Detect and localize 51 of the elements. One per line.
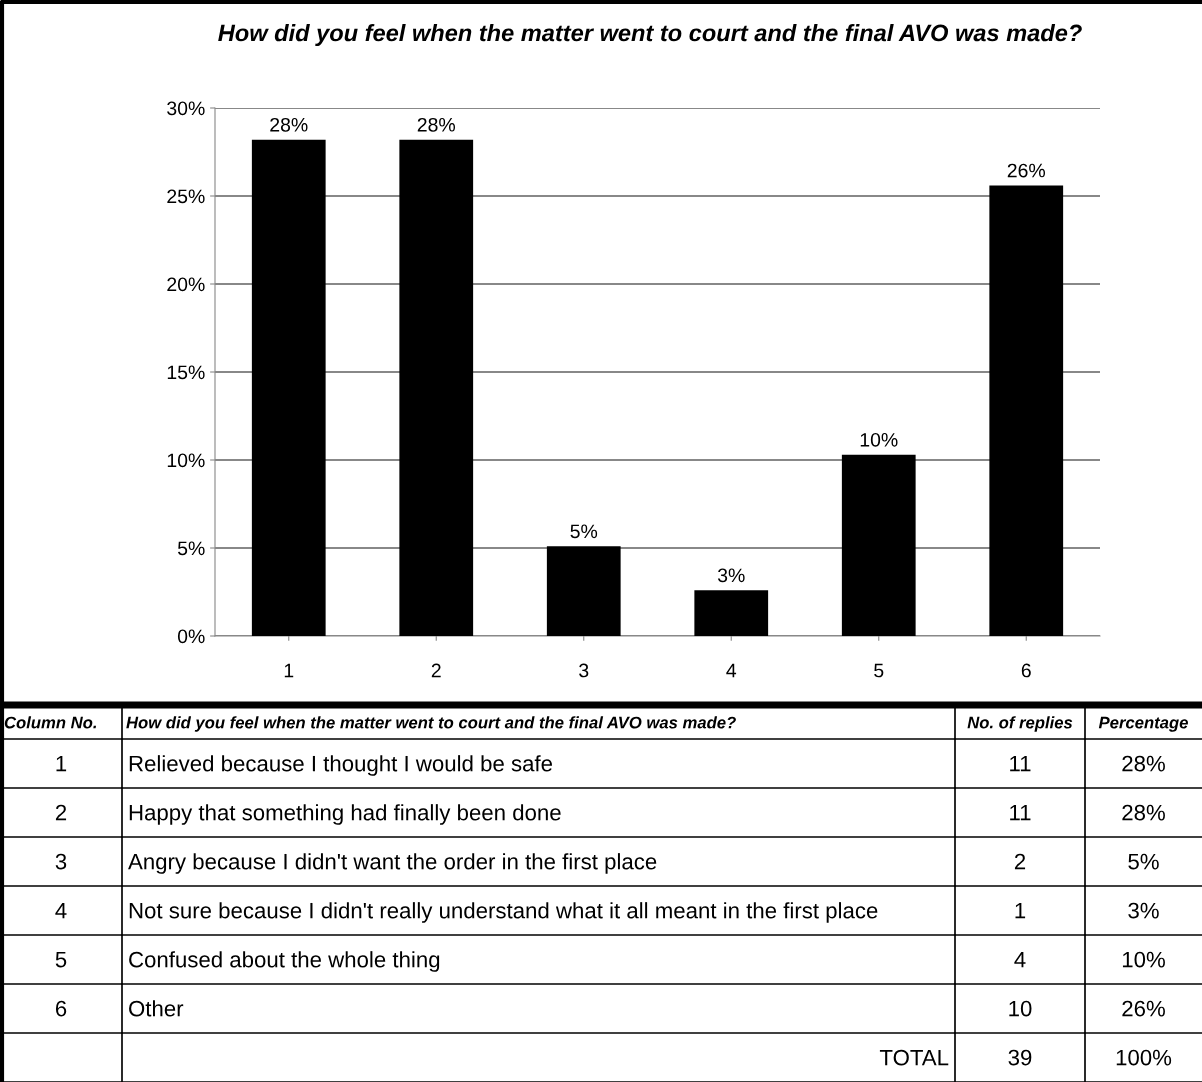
text: Not sure because I didn't really understand what it all meant in the first place: [129, 902, 878, 923]
x-tick-label: 6: [1021, 663, 1031, 678]
category-label: 6: [55, 1000, 67, 1017]
y-tick-label: 0%: [177, 629, 205, 644]
text: 39: [1008, 1049, 1032, 1066]
y-tick-label: 20%: [167, 277, 205, 292]
text: 5%: [1128, 853, 1159, 870]
data-label: 3%: [717, 568, 745, 583]
text: 1: [56, 755, 67, 772]
text: 2: [55, 804, 67, 821]
x-tick-label: 5: [874, 663, 884, 678]
category-label: 4: [1014, 951, 1026, 968]
text: Percentage: [1098, 716, 1188, 732]
x-tick-label: 2: [431, 663, 441, 678]
y-tick-label: 10%: [167, 453, 205, 468]
text: Angry because I didn't want the order in the first place: [128, 853, 657, 874]
text: TOTAL: [879, 1049, 949, 1066]
text: 2: [1014, 853, 1026, 870]
text: Relieved because I thought I would be safe: [129, 755, 552, 776]
category-label: 3: [55, 853, 67, 870]
x-tick-label: 1: [284, 663, 294, 678]
text: 100%: [1116, 1049, 1172, 1066]
y-tick-label: 15%: [167, 365, 205, 380]
chart-title: How did you feel when the matter went to court and the final AVO was made?: [218, 24, 1082, 47]
y-tick-label: 30%: [167, 101, 205, 116]
text: 26%: [1122, 1000, 1165, 1017]
text: 11: [1010, 804, 1031, 821]
category-label: 1: [1015, 902, 1026, 919]
y-tick-label: 25%: [167, 189, 205, 204]
text: Column No.: [4, 716, 97, 729]
category-label: 5: [55, 951, 67, 968]
data-label: 26%: [1007, 163, 1046, 178]
data-label: 28%: [270, 117, 308, 132]
text: How did you feel when the matter went to court and the final AVO was made?: [126, 716, 736, 732]
text: Other: [129, 1000, 184, 1017]
x-tick-label: 3: [579, 663, 589, 678]
text: No. of replies: [967, 716, 1073, 732]
data-label: 5%: [570, 524, 598, 539]
text: 28%: [1122, 755, 1165, 772]
y-tick-label: 5%: [177, 541, 205, 556]
text: Happy that something had finally been done: [129, 804, 561, 825]
text: 28%: [1122, 804, 1165, 821]
x-tick-label: 4: [726, 663, 737, 678]
text: 3%: [1128, 902, 1159, 919]
data-label: 28%: [417, 117, 456, 132]
text: 10: [1009, 1000, 1032, 1017]
text: 11: [1010, 755, 1031, 772]
text: 4: [55, 902, 67, 919]
text: Confused about the whole thing: [129, 951, 440, 972]
data-label: 10%: [860, 432, 898, 447]
text: 10%: [1122, 951, 1165, 968]
